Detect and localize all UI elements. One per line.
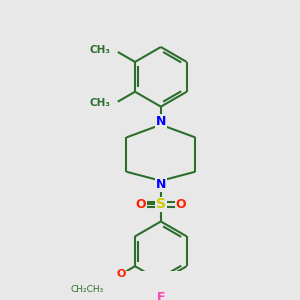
Text: O: O [136,198,146,211]
Text: N: N [156,115,166,128]
Text: F: F [157,291,165,300]
Text: CH₂CH₃: CH₂CH₃ [70,285,104,294]
Text: CH₃: CH₃ [90,98,111,109]
Text: S: S [156,197,166,211]
Text: O: O [116,269,126,279]
Text: N: N [156,178,166,191]
Text: O: O [176,198,186,211]
Text: CH₃: CH₃ [90,45,111,55]
